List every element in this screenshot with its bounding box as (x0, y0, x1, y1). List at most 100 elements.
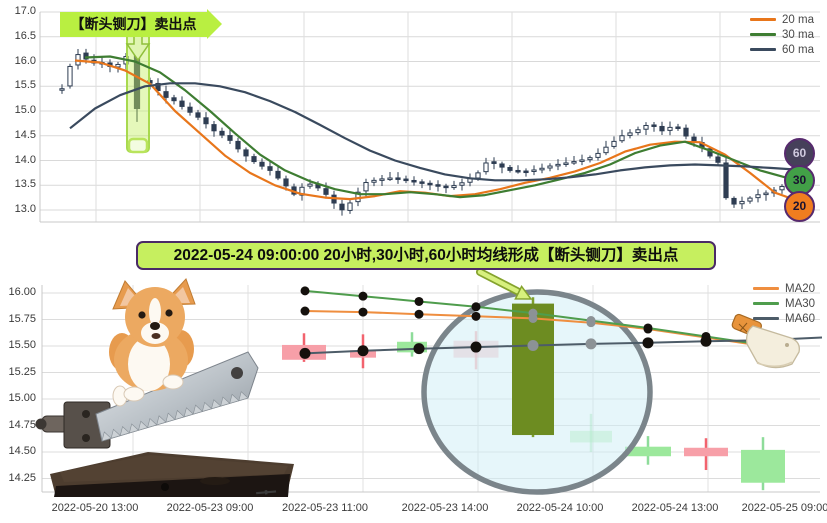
legend-item[interactable]: 30 ma (750, 27, 814, 42)
chart-overlay-layer (256, 490, 277, 495)
legend-item[interactable]: 20 ma (750, 12, 814, 27)
ohlc-candle (531, 169, 537, 172)
ohlc-candle (723, 162, 729, 199)
ma60-marker (642, 337, 654, 349)
ohlc-candle (739, 200, 745, 205)
ma20-marker (358, 307, 368, 317)
ma30-marker (586, 316, 596, 326)
legend-swatch (753, 302, 779, 305)
blade-tooth (119, 426, 130, 437)
ohlc-candle (459, 182, 465, 186)
ohlc-candle (299, 186, 305, 196)
ohlc-candle (435, 184, 441, 187)
ohlc-candle (227, 135, 233, 141)
ohlc-candle (163, 91, 169, 98)
x-tick-label: 2022-05-20 13:00 (51, 502, 139, 514)
legend-label: MA20 (785, 282, 816, 295)
ohlc-candle (475, 172, 481, 179)
legend-item[interactable]: MA60 (753, 311, 815, 326)
ohlc-candle (507, 167, 513, 171)
blade-tooth (229, 393, 240, 404)
blade-tooth (192, 404, 203, 415)
blade-tooth (101, 431, 112, 442)
legend-swatch (753, 287, 779, 290)
ohlc-candle (675, 126, 681, 129)
blade-tooth (156, 415, 167, 426)
legend-item[interactable]: 60 ma (750, 42, 814, 57)
blade-tooth (110, 428, 121, 439)
annotation-arrowhead (514, 284, 533, 300)
ohlc-candle (155, 82, 161, 92)
ohlc-candle (347, 202, 353, 211)
ohlc-candle (483, 162, 489, 173)
ohlc-candle (651, 124, 657, 127)
x-tick-label: 2022-05-23 09:00 (166, 502, 254, 514)
ohlc-candle (443, 185, 449, 189)
sell-point-title-banner: 2022-05-24 09:00:00 20小时,30小时,60小时均线形成【断… (136, 241, 716, 270)
ohlc-candle (259, 161, 265, 167)
ohlc-candle (595, 152, 601, 158)
ohlc-candle (211, 124, 217, 132)
cleaver-icon (731, 313, 800, 369)
ohlc-candle (267, 166, 273, 171)
blade-tooth (183, 407, 194, 418)
ohlc-candle (547, 165, 553, 169)
y-tick-label: 14.75 (8, 418, 36, 431)
ma30-marker (528, 308, 538, 318)
ohlc-candle (363, 182, 369, 192)
ma30-marker (358, 291, 368, 301)
legend-label: 20 ma (782, 13, 814, 26)
top-chart-plot[interactable] (39, 11, 820, 223)
candlestick (625, 446, 671, 457)
y-tick-label: 15.5 (14, 79, 36, 92)
blade-tooth (174, 409, 185, 420)
ohlc-candle (643, 124, 649, 130)
ohlc-candle (731, 197, 737, 205)
blade-tooth (128, 423, 140, 434)
ohlc-candle (539, 167, 545, 171)
top-chart-legend[interactable]: 20 ma 30 ma 60 ma (750, 12, 814, 57)
ohlc-candle (59, 88, 65, 91)
ma60-marker (413, 343, 425, 355)
ohlc-candle (323, 188, 329, 195)
ma30-marker (300, 286, 310, 296)
y-tick-label: 15.50 (8, 339, 36, 351)
ma30-marker (414, 296, 424, 306)
ohlc-candle (339, 203, 345, 211)
candlestick (256, 490, 277, 495)
ma60-line (304, 336, 823, 355)
ohlc-candle (307, 183, 313, 187)
sell-point-flag-annotation: 【断头铡刀】卖出点 (60, 9, 222, 39)
ohlc-candle (579, 159, 585, 162)
legend-item[interactable]: MA20 (753, 281, 815, 296)
legend-item[interactable]: MA30 (753, 296, 815, 311)
ohlc-candle (83, 52, 89, 60)
ohlc-candle (219, 130, 225, 136)
x-tick-label: 2022-05-24 10:00 (516, 502, 604, 514)
ohlc-candle (235, 140, 241, 150)
ma60-marker (527, 339, 539, 351)
ma20-marker (471, 311, 481, 321)
x-tick-label: 2022-05-23 14:00 (401, 502, 489, 514)
ohlc-candle (587, 157, 593, 161)
x-tick-label: 2022-05-24 13:00 (631, 502, 719, 514)
blade-tooth (220, 396, 231, 407)
candlestick (397, 341, 427, 353)
ma60-marker (700, 335, 712, 347)
ma60-marker (299, 347, 311, 359)
ohlc-candle (627, 132, 633, 136)
y-tick-label: 15.00 (8, 392, 36, 404)
ohlc-candle (275, 170, 281, 179)
ma20-marker (414, 309, 424, 319)
candlestick (741, 449, 785, 483)
ohlc-candle (635, 129, 641, 134)
ma60-line (69, 82, 794, 182)
legend-label: 60 ma (782, 43, 814, 56)
ohlc-candle (491, 161, 497, 164)
bottom-chart-legend[interactable]: MA20 MA30 MA60 (753, 281, 815, 326)
ohlc-candle (395, 177, 401, 180)
tiny-candle (256, 490, 277, 495)
x-tick-label: 2022-05-25 09:00 (741, 502, 827, 514)
ohlc-candle (379, 178, 385, 181)
